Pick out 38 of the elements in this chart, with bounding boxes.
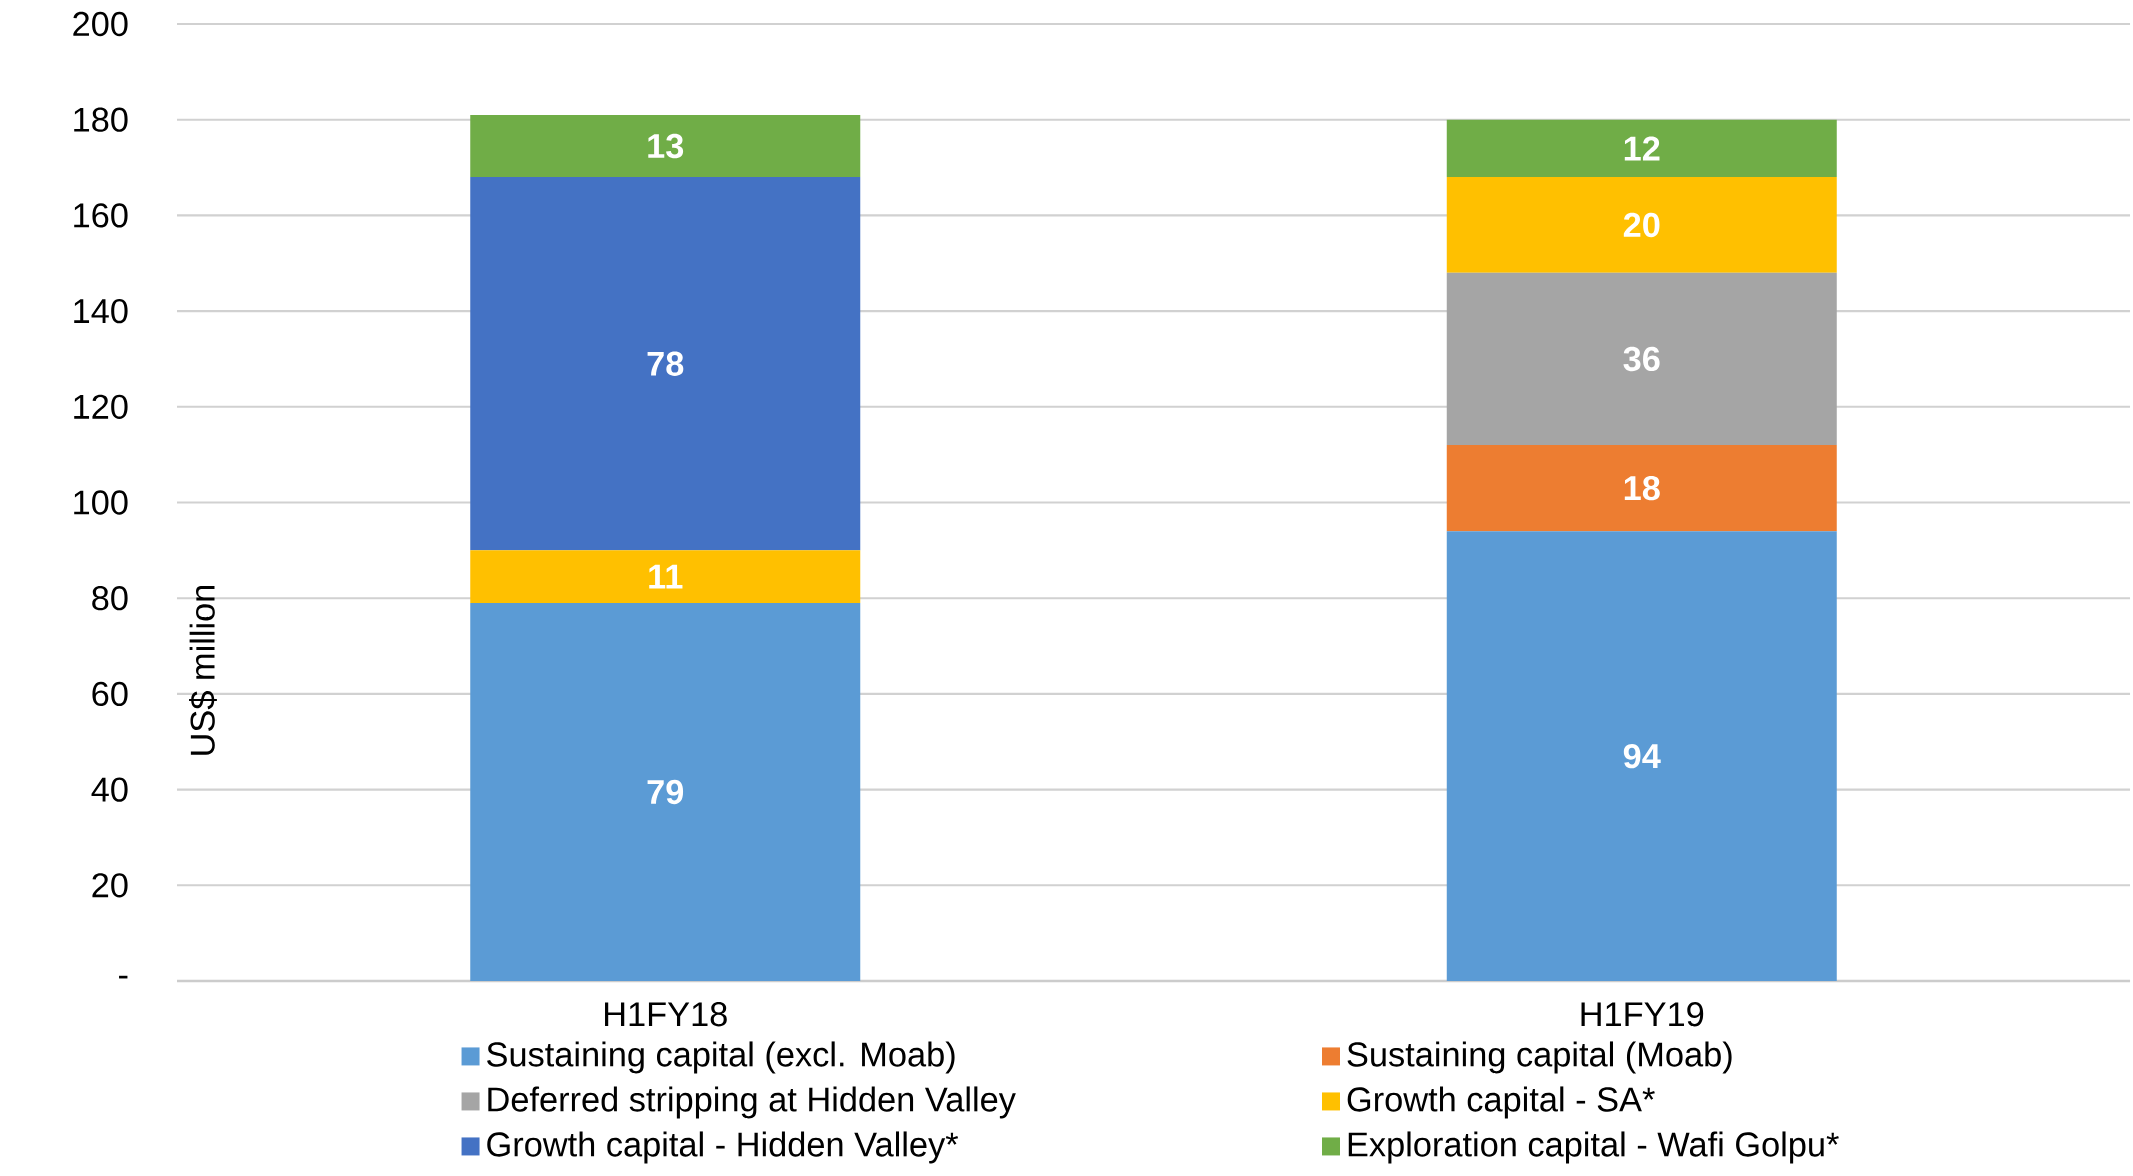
bar — [1446, 445, 1837, 532]
bar — [470, 602, 861, 981]
data-label: 11 — [649, 564, 683, 589]
y-tick-label: 120 — [74, 394, 128, 419]
legend-label: Growth capital - SA* — [1347, 1086, 1655, 1119]
y-tick-label: 40 — [91, 777, 128, 802]
data-label: 18 — [1624, 475, 1660, 501]
legend-label: Sustaining capital (excl. Moab) — [487, 1041, 955, 1074]
y-tick-label: 100 — [74, 490, 128, 515]
legend-label: Exploration capital - Wafi Golpu* — [1348, 1131, 1839, 1164]
data-label: 78 — [647, 351, 684, 376]
legend-label: Deferred stripping at Hidden Valley — [488, 1086, 1016, 1119]
data-label: 12 — [1624, 136, 1660, 161]
y-tick-label: 200 — [73, 11, 128, 37]
y-tick-label: 140 — [74, 298, 128, 324]
y-tick-label: 80 — [92, 586, 128, 611]
y-tick-label: 160 — [74, 203, 128, 228]
bar — [1446, 119, 1837, 178]
legend-label: Sustaining capital (Moab) — [1347, 1041, 1732, 1074]
bar — [470, 114, 861, 178]
y-axis-title: US$ million — [189, 585, 217, 755]
x-tick-label: H1FY19 — [1581, 1002, 1704, 1027]
y-tick-label: - — [119, 975, 128, 979]
bar — [1446, 177, 1837, 273]
bar — [1446, 531, 1837, 981]
legend-label: Growth capital - Hidden Valley* — [487, 1131, 959, 1164]
data-label: 20 — [1623, 212, 1660, 238]
data-label: 36 — [1623, 346, 1660, 372]
y-tick-label: 20 — [92, 873, 128, 898]
bar — [470, 177, 861, 551]
data-label: 79 — [647, 779, 684, 805]
bar — [470, 550, 861, 603]
y-tick-label: 180 — [74, 107, 128, 132]
x-tick-label: H1FY18 — [605, 1002, 727, 1027]
data-label: 13 — [648, 133, 684, 159]
y-tick-label: 60 — [92, 681, 128, 707]
bar — [1446, 272, 1837, 446]
data-label: 94 — [1623, 743, 1661, 769]
